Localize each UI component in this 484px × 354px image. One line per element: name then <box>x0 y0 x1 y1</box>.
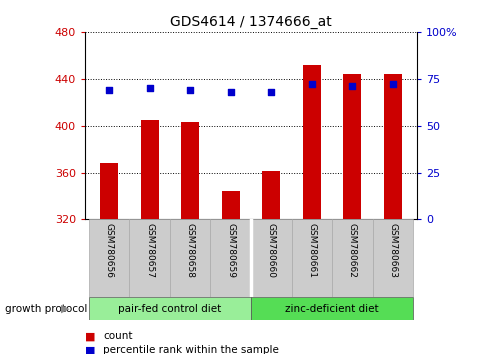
Bar <box>332 219 372 297</box>
Bar <box>383 74 401 219</box>
Text: GSM780658: GSM780658 <box>185 223 194 278</box>
Text: GSM780657: GSM780657 <box>145 223 154 278</box>
Title: GDS4614 / 1374666_at: GDS4614 / 1374666_at <box>170 16 331 29</box>
Bar <box>140 120 158 219</box>
Bar <box>221 191 240 219</box>
Text: GSM780660: GSM780660 <box>266 223 275 278</box>
Point <box>105 87 113 93</box>
Text: GSM780661: GSM780661 <box>307 223 316 278</box>
Text: GSM780662: GSM780662 <box>347 223 356 278</box>
Bar <box>100 163 118 219</box>
Bar <box>343 74 361 219</box>
Text: growth protocol: growth protocol <box>5 304 87 314</box>
Bar <box>89 219 129 297</box>
Point <box>227 89 234 95</box>
Bar <box>251 297 412 320</box>
Point <box>348 84 355 89</box>
Bar <box>129 219 169 297</box>
Text: GSM780656: GSM780656 <box>105 223 113 278</box>
Text: GSM780659: GSM780659 <box>226 223 235 278</box>
Text: ■: ■ <box>85 346 95 354</box>
Text: percentile rank within the sample: percentile rank within the sample <box>103 346 279 354</box>
Point <box>388 81 396 87</box>
Bar <box>210 219 251 297</box>
Text: pair-fed control diet: pair-fed control diet <box>118 304 221 314</box>
Bar <box>302 65 320 219</box>
Text: ▶: ▶ <box>61 304 70 314</box>
Text: GSM780663: GSM780663 <box>388 223 396 278</box>
Text: ■: ■ <box>85 331 95 341</box>
Bar <box>251 219 291 297</box>
Point <box>307 81 315 87</box>
Point <box>267 89 274 95</box>
Bar <box>372 219 412 297</box>
Bar <box>89 297 251 320</box>
Bar <box>291 219 332 297</box>
Bar <box>181 122 199 219</box>
Bar <box>261 171 280 219</box>
Text: count: count <box>103 331 133 341</box>
Point <box>146 85 153 91</box>
Bar <box>169 219 210 297</box>
Point <box>186 87 194 93</box>
Text: zinc-deficient diet: zinc-deficient diet <box>285 304 378 314</box>
